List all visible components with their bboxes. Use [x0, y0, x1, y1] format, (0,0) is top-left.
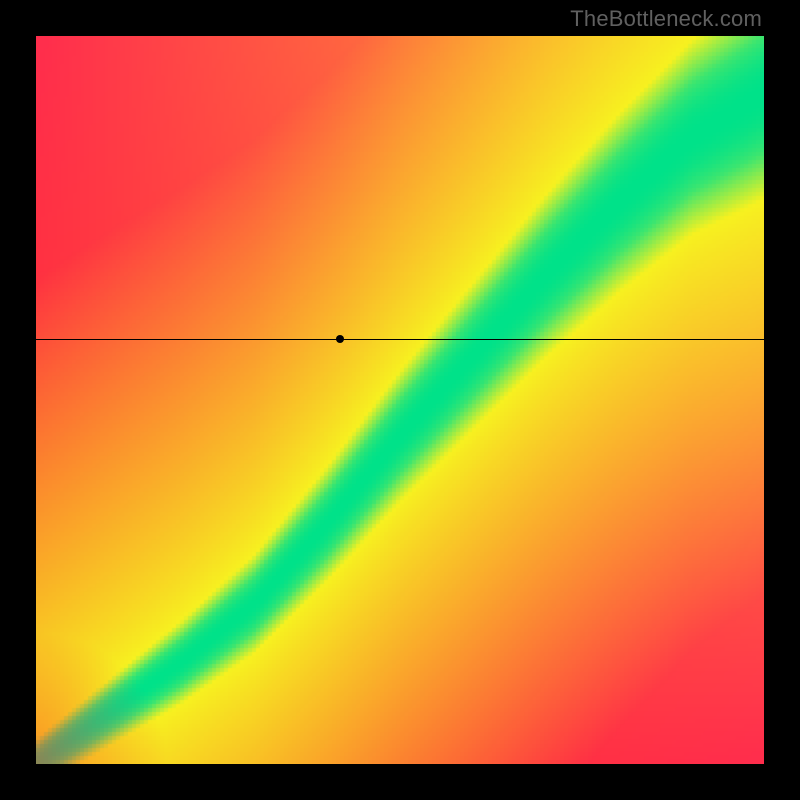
plot-area: [36, 36, 764, 764]
watermark-text: TheBottleneck.com: [570, 6, 762, 32]
crosshair-horizontal: [36, 339, 764, 340]
crosshair-marker: [336, 335, 344, 343]
heatmap-canvas: [36, 36, 764, 764]
